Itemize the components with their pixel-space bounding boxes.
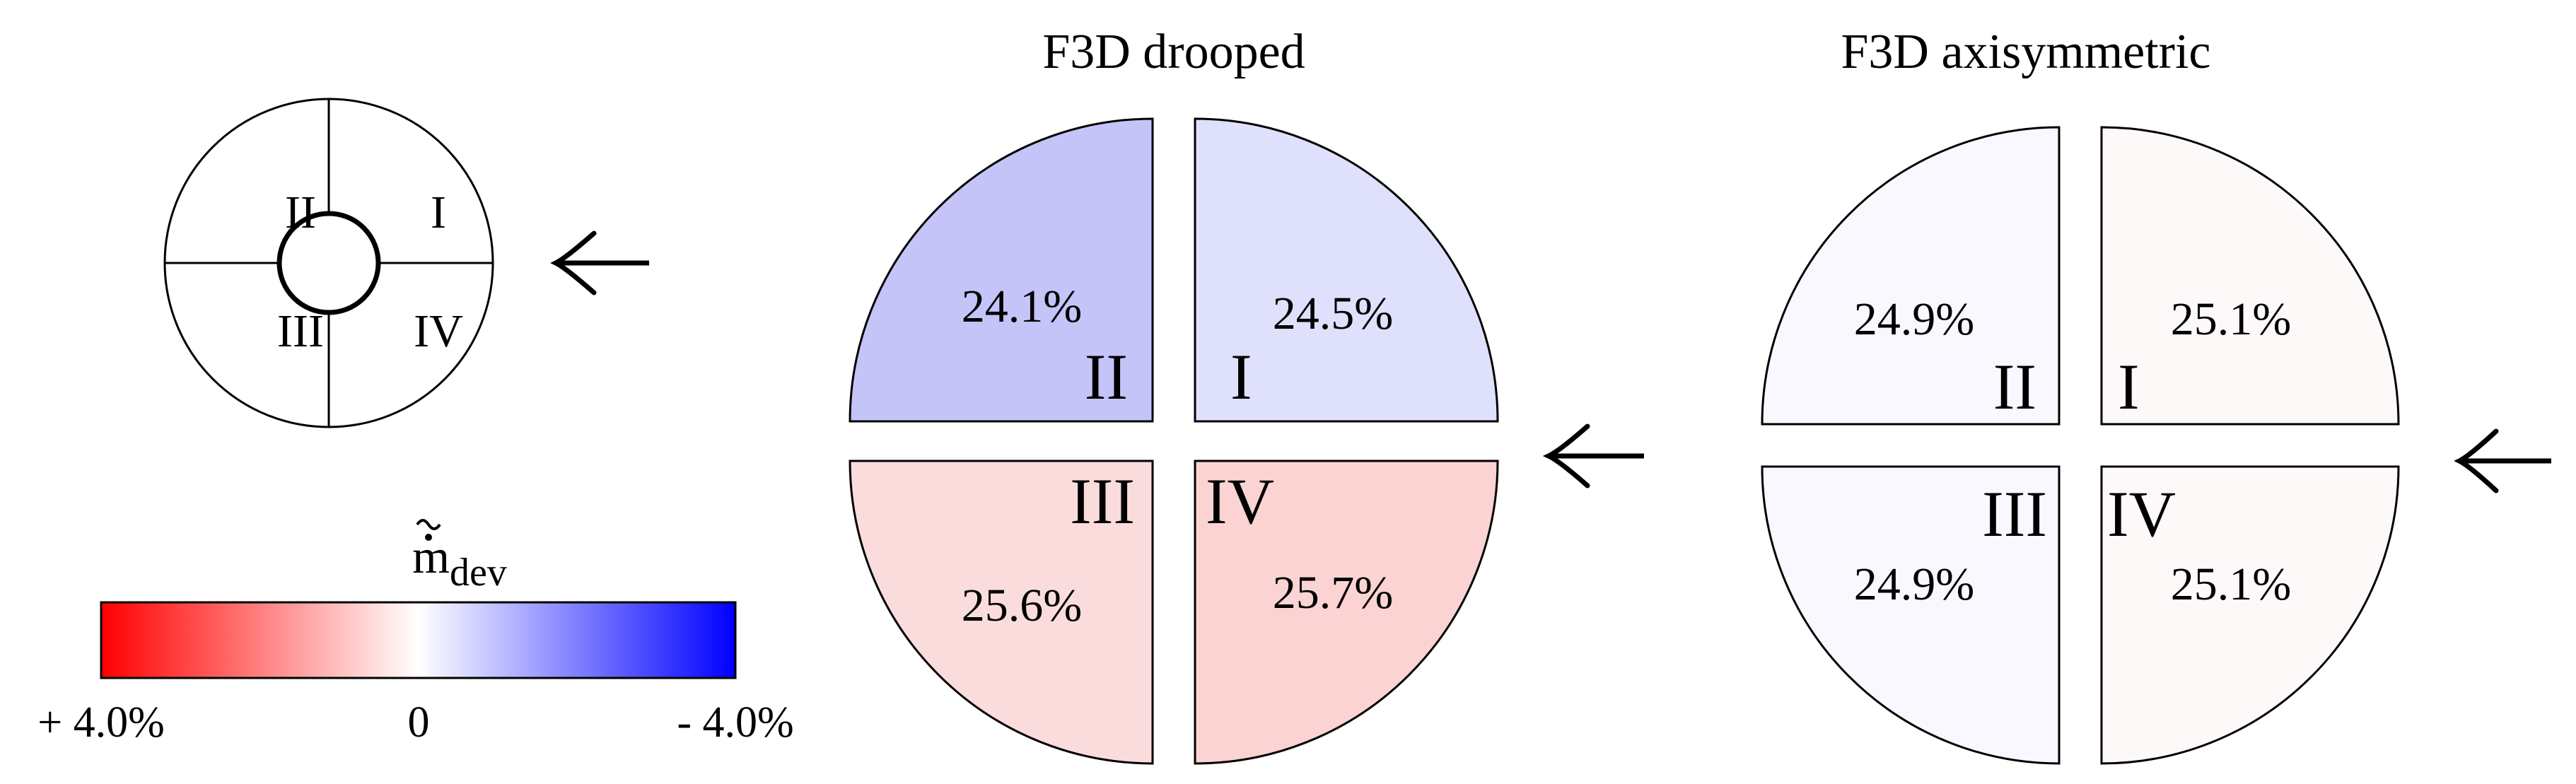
left-arrow-icon (1542, 423, 1644, 488)
colorbar-title-sub: dev (450, 551, 507, 595)
quadrant-i (1194, 117, 1499, 423)
quadrant-iii (1761, 465, 2061, 765)
colorbar: mdev + 4.0% 0 - 4.0% (37, 519, 794, 747)
quadrant-iv-value: 25.1% (2171, 558, 2291, 610)
quadrant-iv (2100, 465, 2400, 765)
panel-axisymmetric: F3D axisymmetric 25.1% 24.9% 24.9% 25.1%… (1761, 25, 2400, 765)
quadrant-iii (849, 460, 1154, 765)
quadrant-ii-label: II (1085, 341, 1128, 413)
quadrant-i-value: 25.1% (2171, 293, 2291, 345)
quadrant-ii-label: II (1993, 351, 2036, 423)
quadrant-iii-label: III (1982, 478, 2047, 550)
quadrant-key: I II III IV (163, 98, 494, 428)
quadrant-iv-value: 25.7% (1273, 567, 1393, 619)
key-label-iii: III (277, 305, 324, 357)
key-hub-circle (276, 211, 381, 315)
quadrant-ii-value: 24.9% (1854, 293, 1974, 345)
dot-accent (425, 534, 432, 541)
quadrant-iv (1194, 460, 1499, 765)
colorbar-tick-mid: 0 (408, 698, 430, 747)
key-label-i: I (431, 187, 446, 238)
quadrant-i-value: 24.5% (1273, 288, 1393, 339)
quadrant-iii-label: III (1070, 465, 1135, 537)
colorbar-tick-left: + 4.0% (37, 698, 165, 747)
quadrant-ii (849, 117, 1154, 423)
panel-title: F3D axisymmetric (1841, 25, 2211, 79)
left-arrow-icon (2454, 428, 2551, 493)
panel-title: F3D drooped (1042, 25, 1305, 79)
quadrant-iii-value: 24.9% (1854, 558, 1974, 610)
quadrant-i (2100, 126, 2400, 426)
quadrant-i-label: I (1230, 341, 1252, 413)
colorbar-gradient (100, 601, 737, 679)
tilde-accent (416, 519, 441, 530)
panel-drooped: F3D drooped 24.5% 24.1% 25.6% 25.7% I II… (849, 25, 1499, 765)
quadrant-i-label: I (2118, 351, 2140, 423)
quadrant-ii (1761, 126, 2061, 426)
key-label-iv: IV (414, 305, 463, 357)
colorbar-tick-right: - 4.0% (677, 698, 793, 747)
quadrant-iv-label: IV (1206, 465, 1274, 537)
quadrant-iii-value: 25.6% (962, 580, 1082, 631)
key-label-ii: II (285, 187, 316, 238)
left-arrow-icon (550, 230, 649, 296)
quadrant-ii-value: 24.1% (962, 281, 1082, 332)
quadrant-iv-label: IV (2107, 478, 2176, 550)
